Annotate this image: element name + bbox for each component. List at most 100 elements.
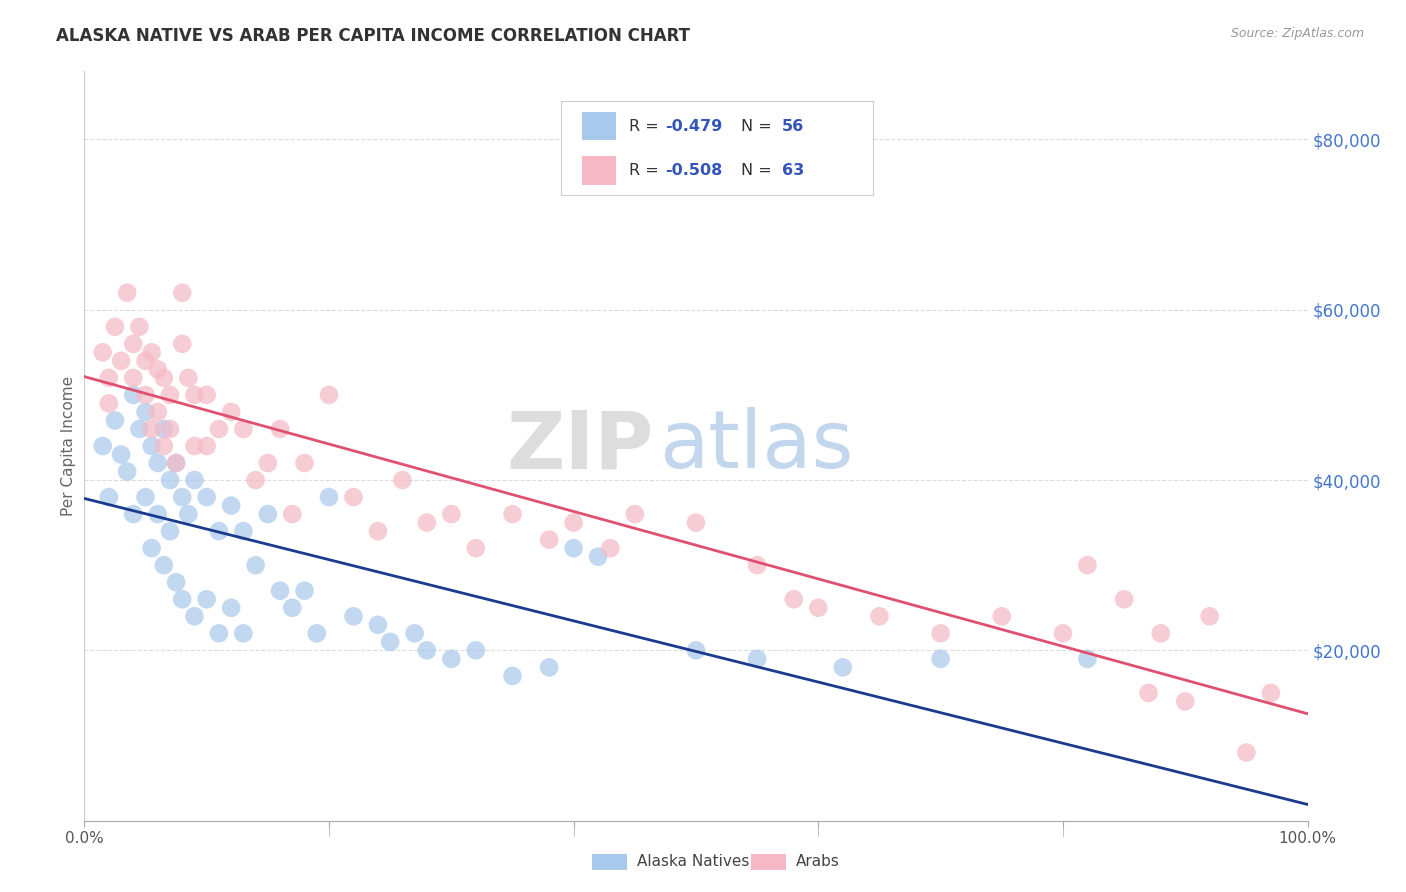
Text: ZIP: ZIP	[506, 407, 654, 485]
Point	[831, 660, 853, 674]
Point	[183, 609, 205, 624]
Point	[172, 336, 194, 351]
Point	[1114, 592, 1136, 607]
Text: ALASKA NATIVE VS ARAB PER CAPITA INCOME CORRELATION CHART: ALASKA NATIVE VS ARAB PER CAPITA INCOME …	[56, 27, 690, 45]
Text: Alaska Natives: Alaska Natives	[637, 855, 749, 870]
Point	[464, 541, 486, 556]
Point	[141, 541, 163, 556]
Point	[562, 541, 585, 556]
Point	[245, 473, 267, 487]
Point	[685, 643, 707, 657]
Point	[232, 524, 254, 538]
Point	[294, 583, 316, 598]
Point	[502, 507, 524, 521]
Point	[440, 507, 463, 521]
Point	[416, 643, 439, 657]
Point	[1174, 694, 1197, 708]
Point	[135, 388, 157, 402]
Point	[159, 422, 181, 436]
Bar	[592, 854, 627, 870]
Point	[269, 583, 291, 598]
Point	[146, 405, 169, 419]
Point	[153, 371, 176, 385]
Point	[586, 549, 609, 564]
Text: R =: R =	[628, 162, 664, 178]
Point	[1236, 746, 1258, 760]
Point	[1137, 686, 1160, 700]
Point	[122, 371, 145, 385]
Point	[929, 652, 952, 666]
Point	[104, 319, 127, 334]
Text: R =: R =	[628, 119, 664, 134]
Point	[91, 439, 114, 453]
Point	[538, 660, 561, 674]
Point	[342, 490, 364, 504]
Point	[172, 592, 194, 607]
Text: 63: 63	[782, 162, 804, 178]
Point	[141, 422, 163, 436]
Point	[318, 388, 340, 402]
Text: -0.508: -0.508	[665, 162, 723, 178]
Point	[219, 600, 242, 615]
Point	[538, 533, 561, 547]
Point	[165, 456, 187, 470]
Point	[135, 354, 157, 368]
Point	[1260, 686, 1282, 700]
Point	[195, 592, 218, 607]
Point	[1198, 609, 1220, 624]
Point	[685, 516, 707, 530]
Point	[146, 507, 169, 521]
Point	[159, 524, 181, 538]
Point	[183, 473, 205, 487]
Point	[929, 626, 952, 640]
Text: 56: 56	[782, 119, 804, 134]
Point	[380, 635, 402, 649]
Point	[195, 388, 218, 402]
Point	[183, 439, 205, 453]
Point	[624, 507, 647, 521]
Point	[367, 524, 389, 538]
Point	[177, 371, 200, 385]
Point	[257, 507, 280, 521]
Point	[115, 285, 138, 300]
Point	[305, 626, 328, 640]
Point	[159, 388, 181, 402]
Point	[97, 490, 120, 504]
Point	[97, 396, 120, 410]
Point	[195, 439, 218, 453]
Point	[110, 354, 132, 368]
Point	[1076, 652, 1098, 666]
Point	[91, 345, 114, 359]
Point	[195, 490, 218, 504]
Point	[391, 473, 413, 487]
Point	[562, 516, 585, 530]
Point	[146, 362, 169, 376]
Point	[104, 413, 127, 427]
Point	[122, 507, 145, 521]
Point	[172, 490, 194, 504]
Point	[128, 422, 150, 436]
Point	[208, 626, 231, 640]
Point	[869, 609, 891, 624]
Point	[165, 456, 187, 470]
Point	[1052, 626, 1074, 640]
Point	[135, 490, 157, 504]
Point	[281, 507, 304, 521]
Point	[159, 473, 181, 487]
Point	[153, 422, 176, 436]
Point	[232, 422, 254, 436]
Point	[208, 524, 231, 538]
Point	[294, 456, 316, 470]
Point	[991, 609, 1014, 624]
Point	[416, 516, 439, 530]
Bar	[582, 156, 616, 185]
Point	[269, 422, 291, 436]
Point	[245, 558, 267, 573]
Point	[783, 592, 806, 607]
Point	[172, 285, 194, 300]
Point	[141, 439, 163, 453]
Point	[208, 422, 231, 436]
Point	[464, 643, 486, 657]
Point	[747, 558, 769, 573]
Point	[122, 336, 145, 351]
